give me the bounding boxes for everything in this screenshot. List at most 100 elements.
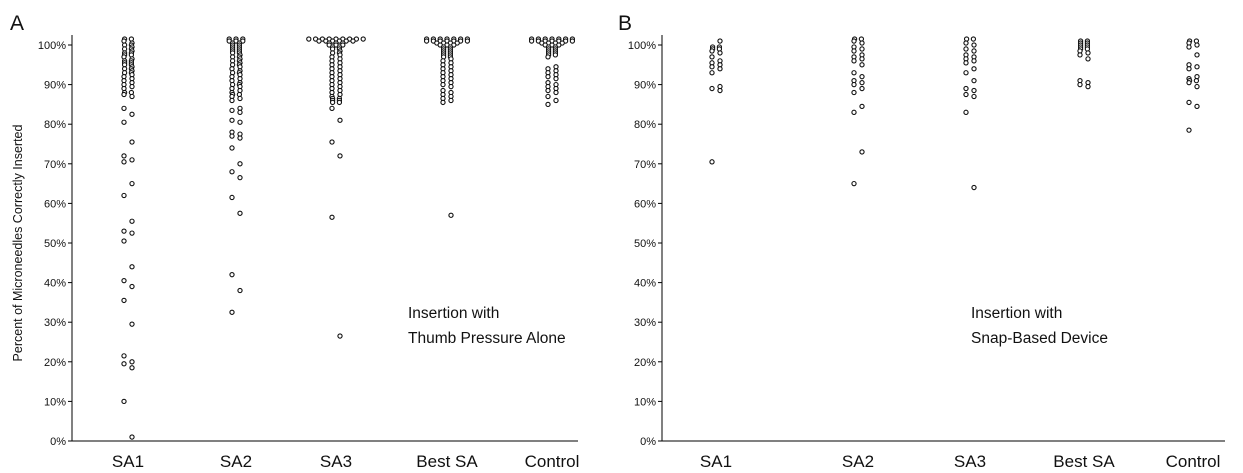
data-point [237, 210, 243, 216]
data-point [1186, 99, 1192, 106]
data-point [859, 62, 865, 68]
data-point [229, 145, 235, 151]
data-point [545, 101, 551, 108]
data-point [448, 212, 454, 218]
data-point [229, 117, 235, 123]
data-point [350, 38, 356, 44]
data-point [121, 159, 127, 165]
data-point [121, 91, 127, 98]
data-point [121, 119, 127, 125]
data-point [229, 97, 235, 104]
data-point [1193, 77, 1200, 84]
data-point [1077, 52, 1083, 58]
data-point [229, 107, 235, 113]
data-point [229, 272, 235, 278]
data-point [129, 139, 135, 145]
data-point [1194, 83, 1200, 90]
data-point [859, 40, 865, 46]
data-point [851, 89, 857, 96]
data-point [717, 66, 723, 72]
data-point [306, 36, 312, 42]
data-point [545, 54, 551, 60]
annotation-b: Insertion with Snap-Based Device [971, 305, 1108, 347]
annotation-a: Insertion with Thumb Pressure Alone [408, 305, 566, 347]
data-point [121, 361, 127, 367]
y-tick-label-a-9: 90% [44, 80, 66, 92]
data-point [1186, 66, 1192, 72]
data-point [129, 218, 135, 224]
data-point [448, 83, 454, 90]
y-tick-label-b-5: 50% [634, 238, 656, 250]
annotation-a-line1: Insertion with [408, 305, 499, 322]
y-tick-label-b-6: 60% [634, 198, 656, 210]
data-point [129, 83, 135, 90]
data-point [545, 74, 551, 80]
data-point [121, 238, 127, 244]
y-tick-label-a-1: 10% [44, 396, 66, 408]
data-point [329, 214, 335, 220]
data-point [337, 153, 343, 159]
data-point [851, 38, 857, 44]
data-point [1194, 64, 1200, 70]
x-category-label-a-3: Best SA [416, 452, 478, 471]
y-tick-label-a-6: 60% [44, 198, 66, 210]
y-tick-label-b-9: 90% [634, 80, 656, 92]
data-point [1194, 103, 1200, 110]
data-point [971, 66, 977, 72]
x-categories-b: SA1 SA2 SA3 Best SA Control [700, 452, 1220, 471]
y-tick-label-b-3: 30% [634, 317, 656, 329]
data-point [129, 321, 135, 327]
data-point [1186, 127, 1192, 133]
data-point [229, 133, 235, 139]
data-point [237, 175, 243, 181]
data-point [851, 180, 857, 187]
data-point [1085, 50, 1091, 56]
x-category-label-a-2: SA3 [320, 452, 352, 471]
data-point [1194, 52, 1200, 58]
data-point [448, 97, 454, 104]
data-point [553, 76, 559, 82]
data-point [121, 398, 127, 405]
y-tick-label-a-10: 100% [38, 40, 66, 52]
points-a [121, 36, 576, 440]
panel-a: A Percent of Microneedles Correctly Inse… [10, 12, 579, 471]
data-point [859, 79, 865, 86]
y-tick-label-b-1: 10% [634, 396, 656, 408]
data-point [545, 93, 551, 100]
data-point [971, 184, 977, 191]
data-point [121, 192, 127, 199]
data-point [423, 38, 430, 44]
data-point [963, 60, 969, 66]
data-point [528, 38, 535, 44]
data-point [121, 297, 127, 304]
data-point [859, 103, 865, 110]
data-point [1194, 42, 1200, 48]
y-tick-label-a-0: 0% [50, 436, 66, 448]
data-point [963, 46, 969, 52]
data-point [121, 153, 127, 159]
data-point [971, 48, 977, 54]
data-point [237, 161, 243, 167]
data-point [121, 353, 127, 359]
data-point [1186, 79, 1192, 86]
data-point [237, 119, 243, 125]
data-point [329, 99, 336, 106]
y-tick-label-a-2: 20% [44, 357, 66, 369]
x-category-label-b-3: Best SA [1053, 452, 1115, 471]
data-point [360, 36, 366, 42]
data-point [229, 169, 235, 175]
data-point [129, 180, 135, 187]
data-point [129, 93, 135, 100]
data-point [121, 228, 127, 234]
points-b [709, 36, 1200, 191]
data-point [859, 149, 865, 155]
x-category-label-b-4: Control [1166, 452, 1221, 471]
x-category-label-a-0: SA1 [112, 452, 144, 471]
data-point [859, 74, 865, 80]
y-tick-label-a-5: 50% [44, 238, 66, 250]
data-point [971, 87, 977, 94]
data-point [851, 81, 857, 88]
data-point [129, 365, 135, 371]
data-point [545, 87, 551, 94]
